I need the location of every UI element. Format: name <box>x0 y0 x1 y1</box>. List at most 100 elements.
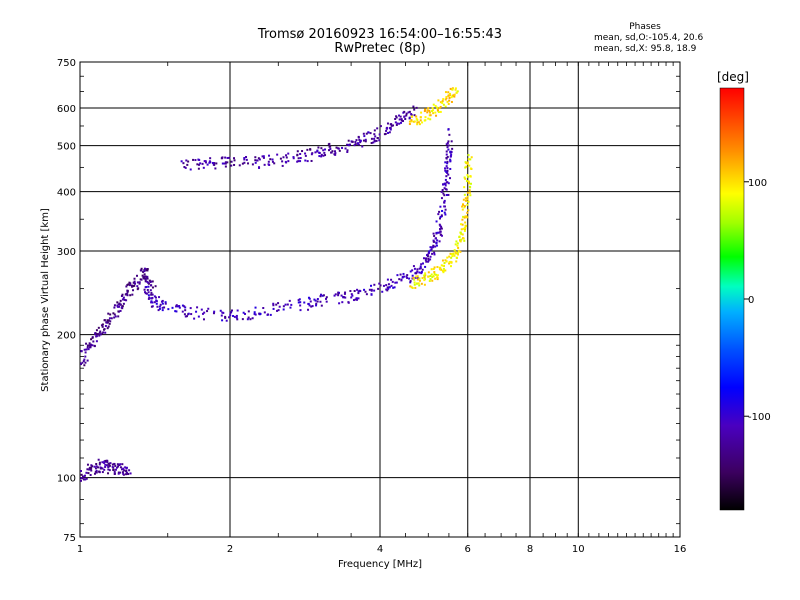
data-point <box>405 114 408 117</box>
data-point <box>436 266 439 269</box>
data-point <box>311 305 314 308</box>
data-point <box>187 312 190 315</box>
data-point <box>318 155 321 158</box>
data-point <box>241 162 244 165</box>
data-point <box>444 188 447 191</box>
data-point <box>296 153 299 156</box>
data-point <box>435 231 438 234</box>
data-point <box>394 121 397 124</box>
data-point <box>347 139 350 142</box>
data-point <box>276 309 279 312</box>
data-point <box>377 287 380 290</box>
data-point <box>462 227 465 230</box>
data-point <box>229 311 232 314</box>
data-point <box>357 292 360 295</box>
data-point <box>449 155 452 158</box>
data-point <box>189 168 192 171</box>
data-point <box>126 294 129 297</box>
data-point <box>307 308 310 311</box>
data-point <box>449 265 452 268</box>
data-point <box>449 93 452 96</box>
x-axis-label: Frequency [MHz] <box>338 559 422 570</box>
data-point <box>433 234 436 237</box>
data-point <box>449 177 452 180</box>
data-point <box>299 301 302 304</box>
data-point <box>97 326 100 329</box>
data-point <box>424 265 427 268</box>
data-point <box>228 316 231 319</box>
data-point <box>429 278 432 281</box>
data-point <box>370 289 373 292</box>
data-point <box>143 273 146 276</box>
data-point <box>389 126 392 129</box>
data-point <box>224 165 227 168</box>
data-point <box>444 169 447 172</box>
data-point <box>114 464 117 467</box>
data-point <box>434 104 437 107</box>
data-point <box>144 291 147 294</box>
data-point <box>117 471 120 474</box>
data-point <box>432 267 435 270</box>
data-point <box>355 139 358 142</box>
data-point <box>150 284 153 287</box>
data-point <box>450 153 453 156</box>
y-tick-label: 200 <box>57 331 76 342</box>
data-point <box>469 194 472 197</box>
data-point <box>115 466 118 469</box>
data-point <box>130 284 133 287</box>
y-tick-label: 500 <box>57 142 76 153</box>
data-point <box>144 275 147 278</box>
data-point <box>180 160 183 163</box>
data-point <box>155 300 158 303</box>
data-point <box>91 336 94 339</box>
data-point <box>463 206 466 209</box>
y-tick-label: 300 <box>57 247 76 258</box>
data-point <box>323 151 326 154</box>
data-point <box>464 161 467 164</box>
data-point <box>392 124 395 127</box>
x-tick-label: 8 <box>527 544 533 555</box>
data-point <box>445 175 448 178</box>
data-point <box>209 157 212 160</box>
data-point <box>85 471 88 474</box>
data-point <box>429 114 432 117</box>
data-point <box>220 314 223 317</box>
data-point <box>178 305 181 308</box>
data-point <box>390 284 393 287</box>
colorbar: [deg] 100 0 -100 <box>717 70 771 511</box>
data-point <box>461 223 464 226</box>
data-point <box>276 153 279 156</box>
data-point <box>385 284 388 287</box>
data-point <box>125 473 128 476</box>
data-point <box>107 319 110 322</box>
data-point <box>101 332 104 335</box>
data-point <box>175 310 178 313</box>
data-point <box>175 305 178 308</box>
data-point <box>243 158 246 161</box>
data-point <box>410 115 413 118</box>
data-point <box>307 296 310 299</box>
data-point <box>321 294 324 297</box>
data-point <box>408 116 411 119</box>
data-point <box>431 246 434 249</box>
data-point <box>467 209 470 212</box>
data-point <box>128 284 131 287</box>
data-point <box>93 472 96 475</box>
data-point <box>224 161 227 164</box>
data-point <box>226 156 229 159</box>
data-point <box>88 342 91 345</box>
data-point <box>434 245 437 248</box>
data-point <box>83 348 86 351</box>
data-point <box>119 463 122 466</box>
data-point <box>400 118 403 121</box>
data-point <box>123 469 126 472</box>
data-point <box>316 149 319 152</box>
data-point <box>452 94 455 97</box>
data-point <box>154 285 157 288</box>
data-point <box>86 344 89 347</box>
data-point <box>427 275 430 278</box>
data-point <box>429 255 432 258</box>
data-point <box>456 251 459 254</box>
data-point <box>432 246 435 249</box>
data-point <box>95 462 98 465</box>
